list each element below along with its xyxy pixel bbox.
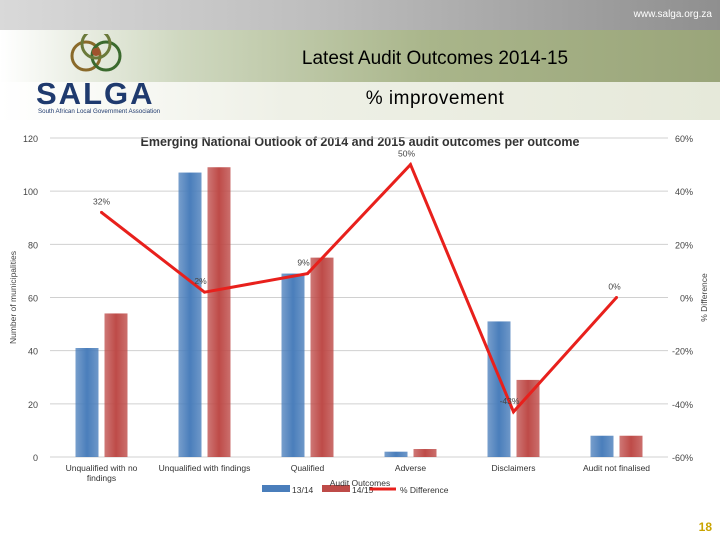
y2-tick-label: 60% (675, 134, 693, 144)
subtitle-stripe (0, 82, 720, 120)
difference-point (100, 210, 103, 214)
slide-subtitle: % improvement (365, 88, 505, 109)
y-tick-label: 120 (23, 134, 38, 144)
category-label: Disclaimers (492, 463, 536, 473)
difference-label: 32% (93, 196, 110, 206)
title-band (0, 30, 720, 120)
difference-point (203, 290, 206, 294)
category-label: Qualified (291, 463, 325, 473)
legend-swatch (322, 485, 350, 492)
top-bar: www.salga.org.za (0, 0, 720, 30)
gridlines (50, 137, 668, 458)
audit-outcomes-chart: Emerging National Outlook of 2014 and 20… (8, 134, 709, 495)
y2-tick-label: -40% (672, 400, 693, 410)
category-label: Unqualified with no (66, 463, 138, 473)
bar-13-14 (487, 321, 511, 457)
difference-point (306, 272, 309, 276)
bar-14-15 (104, 313, 128, 457)
category-label: Audit not finalised (583, 463, 650, 473)
difference-label: 2% (194, 276, 207, 286)
difference-polyline (100, 161, 618, 415)
legend-swatch (262, 485, 290, 492)
bar-13-14 (178, 172, 202, 457)
difference-point (512, 410, 515, 414)
difference-label: 0% (608, 282, 621, 292)
difference-point (615, 296, 618, 299)
difference-point (409, 163, 412, 167)
bar-13-14 (590, 435, 614, 457)
difference-line: 32% 2% 9% 50% -43% 0% (93, 149, 621, 415)
y-tick-label: 40 (28, 347, 38, 357)
y-axis-title: Number of municipalities (8, 251, 18, 344)
y2-tick-label: -20% (672, 347, 693, 357)
category-label: Unqualified with findings (159, 463, 251, 473)
y-tick-label: 0 (33, 453, 38, 463)
category-label: findings (87, 473, 116, 483)
y2-tick-label: -60% (672, 453, 693, 463)
page-number: 18 (698, 520, 712, 534)
y2-tick-label: 0% (680, 294, 693, 304)
bar-13-14 (384, 451, 408, 457)
y2-tick-label: 40% (675, 187, 693, 197)
x-axis-title: Audit Outcomes (330, 478, 390, 488)
y2-axis-title: % Difference (699, 273, 709, 322)
y2-tick-label: 20% (675, 240, 693, 250)
bar-13-14 (281, 273, 305, 457)
slide-title: Latest Audit Outcomes 2014-15 (301, 48, 569, 69)
legend-label: 14/15 (352, 485, 374, 495)
y-tick-label: 60 (28, 294, 38, 304)
y-tick-label: 20 (28, 400, 38, 410)
bar-14-15 (619, 435, 643, 457)
difference-label: 50% (398, 149, 415, 159)
legend-label: % Difference (400, 485, 449, 495)
legend-label: 13/14 (292, 485, 314, 495)
bar-14-15 (310, 257, 334, 457)
axes: 0 -60% 20 -40% 40 -20% 60 0% 80 20% 100 40% 120 60% Nu… (8, 134, 709, 483)
difference-label: -43% (500, 396, 520, 406)
bar-13-14 (75, 348, 99, 457)
bar-14-15 (207, 167, 231, 457)
y-tick-label: 80 (28, 240, 38, 250)
logo-tagline: South African Local Government Associati… (38, 108, 161, 115)
difference-label: 9% (297, 258, 310, 268)
bar-14-15 (413, 449, 437, 457)
bar-14-15 (516, 379, 540, 457)
logo-wordmark: SALGA (36, 76, 155, 111)
legend: 13/14 14/15 % Difference Audit Outcomes (262, 478, 449, 495)
salga-logo-mark (70, 34, 122, 72)
category-label: Adverse (395, 463, 426, 473)
y-tick-label: 100 (23, 187, 38, 197)
chart-title: Emerging National Outlook of 2014 and 20… (141, 135, 580, 149)
bars (75, 167, 643, 457)
website-url[interactable]: www.salga.org.za (633, 9, 712, 20)
